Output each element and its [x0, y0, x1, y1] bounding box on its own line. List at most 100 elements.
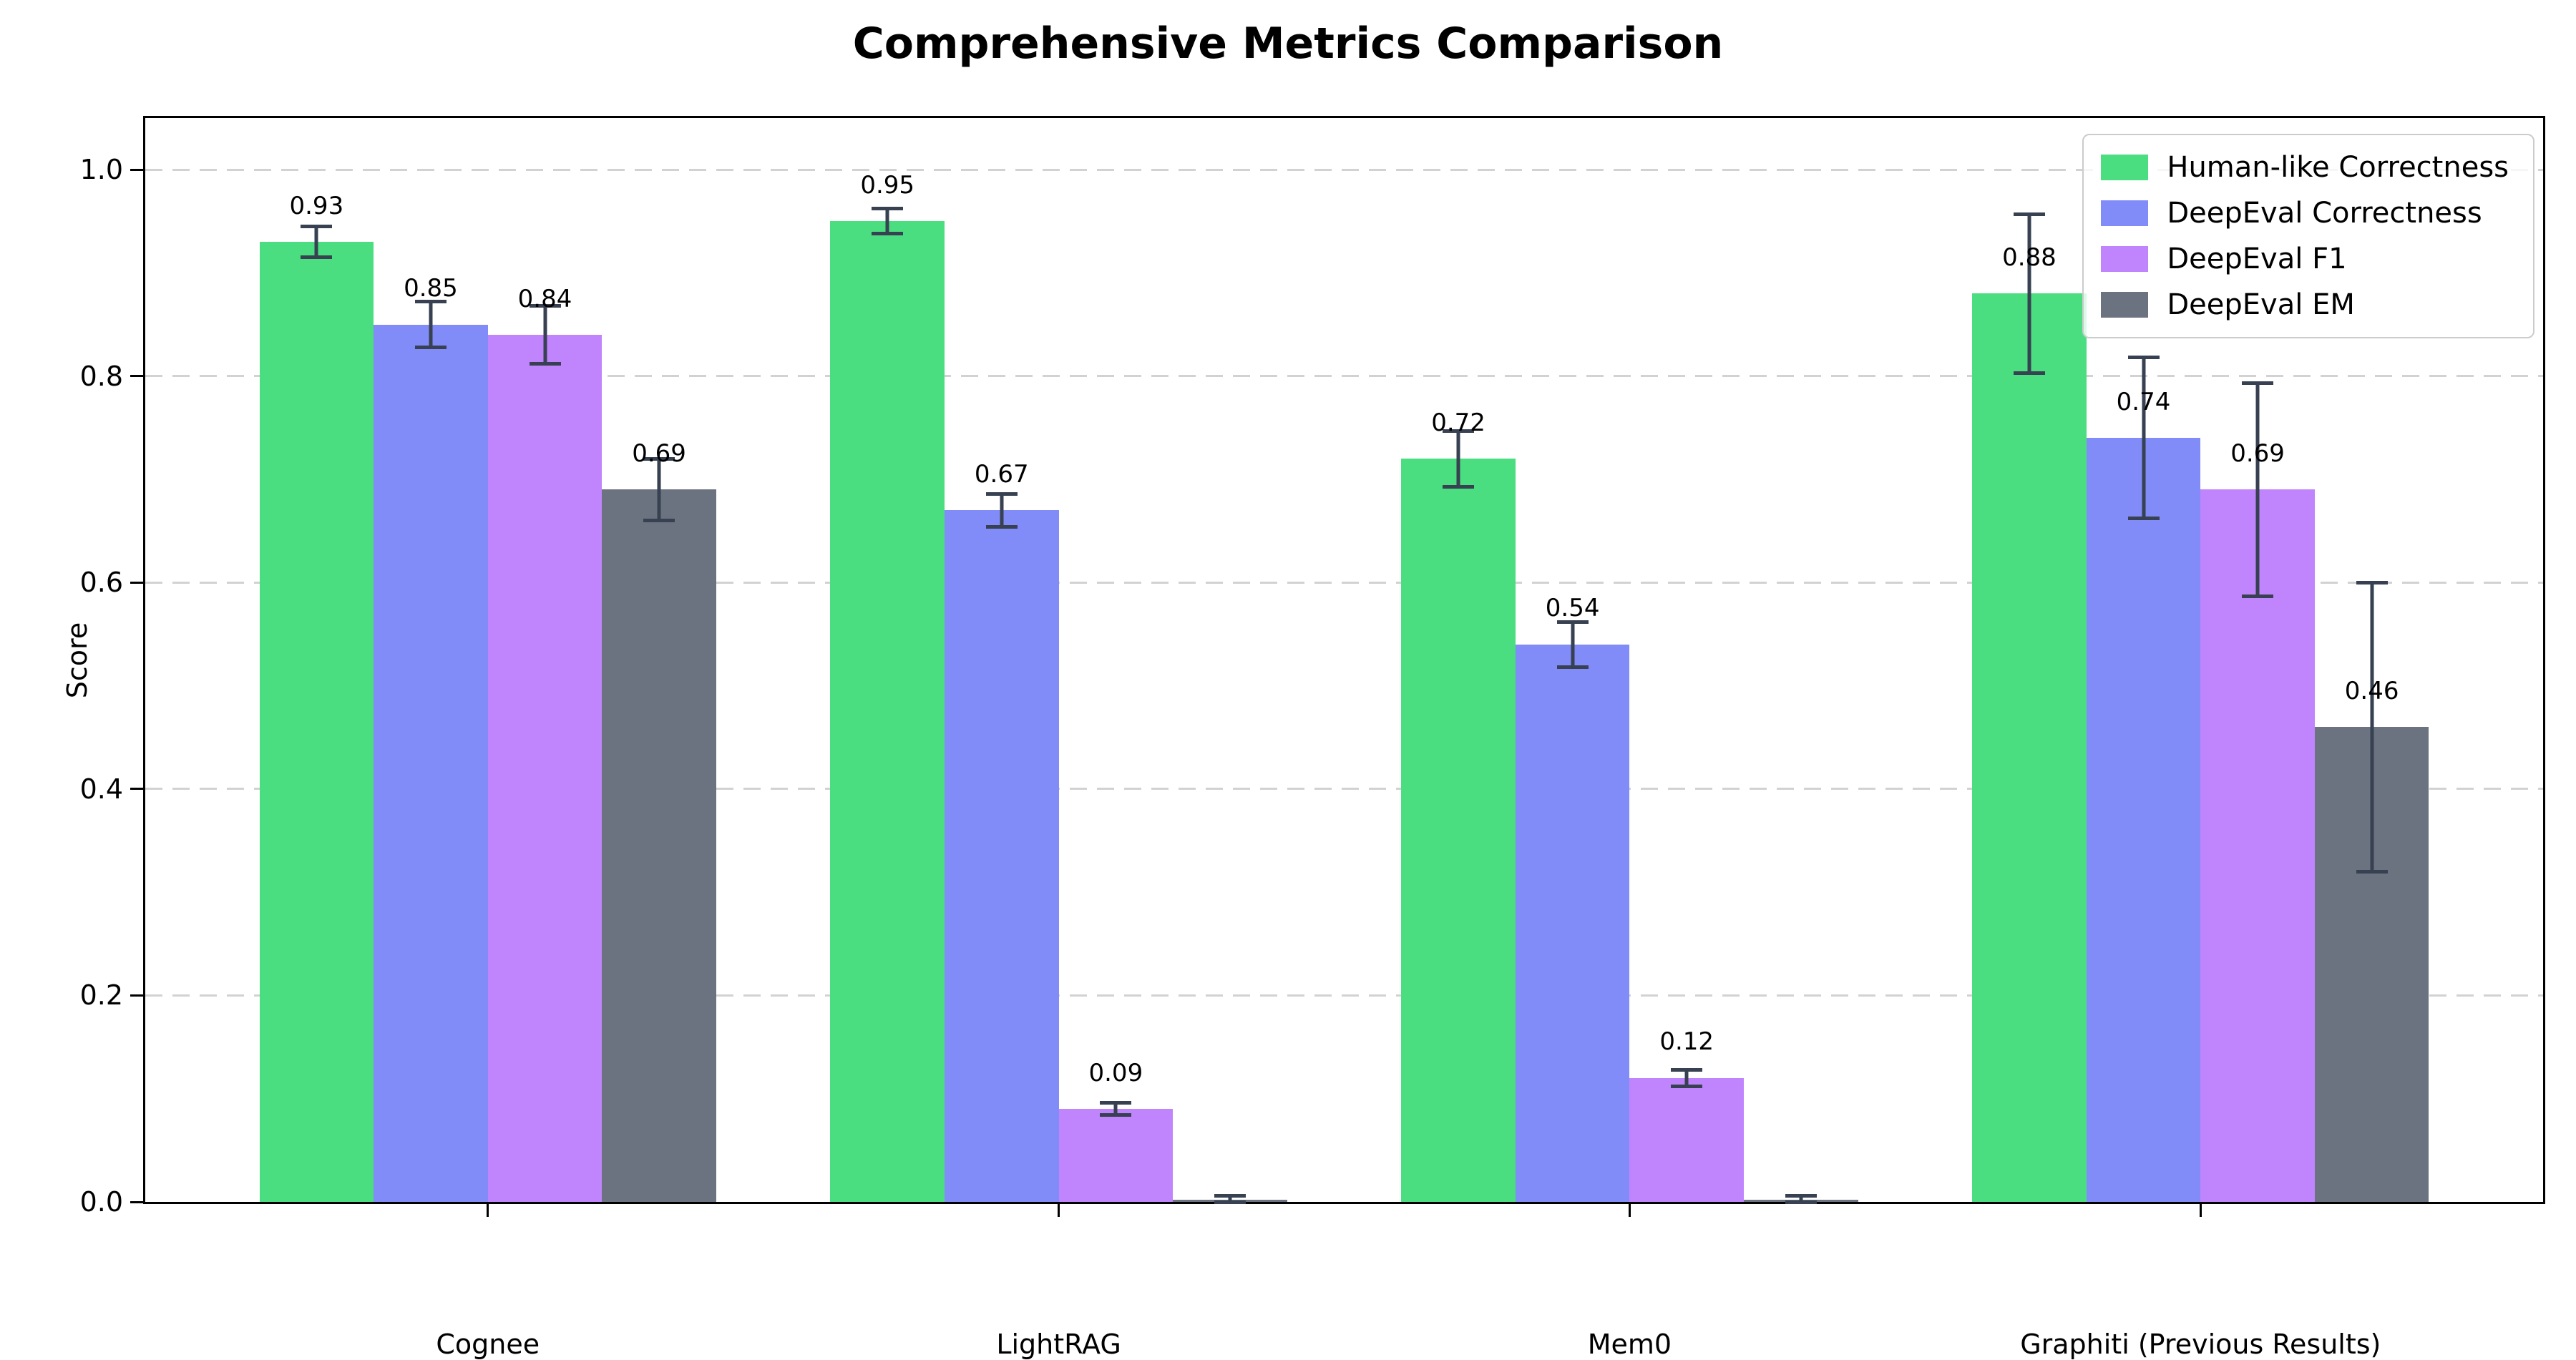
plot-area: Score Human-like Correctness DeepEval Cor…: [62, 116, 2545, 1360]
error-bar-cap: [529, 304, 561, 308]
error-bar-cap: [301, 225, 333, 228]
bar: [1515, 644, 1630, 1202]
y-tick-label: 0.6: [79, 567, 123, 599]
error-bar-cap: [301, 255, 333, 260]
bar-value-label: 0.85: [404, 274, 458, 303]
error-bar-cap: [2127, 356, 2160, 360]
y-tick-label: 1.0: [79, 154, 123, 186]
error-bar-cap: [1671, 1067, 1703, 1072]
error-bar-cap: [1100, 1101, 1132, 1105]
error-bar-cap: [529, 361, 561, 366]
bar-value-label: 0.67: [974, 459, 1029, 489]
error-bar: [2027, 214, 2031, 373]
y-tick-mark: [130, 788, 143, 791]
error-bar-cap: [985, 491, 1018, 496]
gridline: [145, 581, 2543, 584]
bar: [2086, 438, 2201, 1202]
error-bar-cap: [2356, 580, 2388, 584]
gridline: [145, 168, 2543, 171]
bar-value-label: 0.95: [860, 170, 915, 200]
error-bar-cap: [643, 456, 675, 461]
bar: [2200, 489, 2315, 1202]
bar-value-label: 0.72: [1431, 408, 1485, 437]
x-tick-mark: [487, 1204, 489, 1217]
y-tick-label: 0.4: [79, 773, 123, 805]
legend-swatch: [2101, 200, 2149, 226]
error-bar-cap: [2013, 371, 2045, 375]
error-bar-cap: [2013, 212, 2045, 216]
error-bar-cap: [1443, 429, 1475, 433]
y-tick-label: 0.0: [79, 1186, 123, 1218]
bar-value-label: 0.93: [289, 191, 344, 220]
legend-swatch: [2101, 155, 2149, 180]
bar: [1401, 459, 1516, 1202]
error-bar: [429, 301, 433, 348]
y-tick-mark: [130, 994, 143, 997]
error-bar: [1228, 1195, 1232, 1202]
bar-value-label: 0.12: [1659, 1027, 1714, 1057]
x-tick-label: Cognee: [436, 1329, 540, 1360]
error-bar-cap: [1214, 1193, 1246, 1198]
error-bar-cap: [1785, 1200, 1817, 1204]
error-bar: [543, 305, 547, 364]
bar: [374, 324, 488, 1202]
x-tick-label: Mem0: [1587, 1329, 1672, 1360]
bar: [945, 510, 1059, 1202]
bar-value-label: 0.69: [2230, 439, 2285, 468]
y-tick-mark: [130, 1200, 143, 1203]
legend-item: DeepEval Correctness: [2101, 197, 2509, 230]
x-tick-mark: [1058, 1204, 1060, 1217]
x-tick-mark: [2199, 1204, 2202, 1217]
error-bar: [1113, 1102, 1118, 1115]
bar-value-label: 0.09: [1088, 1058, 1143, 1087]
error-bar: [2370, 582, 2374, 872]
error-bar-cap: [1556, 665, 1589, 670]
legend-label: DeepEval EM: [2167, 288, 2355, 321]
x-tick-label: Graphiti (Previous Results): [2020, 1329, 2381, 1360]
error-bar-cap: [2242, 381, 2274, 386]
bar-value-label: 0.84: [517, 284, 572, 313]
error-bar: [1799, 1195, 1803, 1202]
y-tick-label: 0.8: [79, 360, 123, 392]
legend-label: DeepEval Correctness: [2167, 197, 2482, 230]
error-bar: [1571, 622, 1575, 667]
bar: [1972, 293, 2087, 1202]
legend-label: DeepEval F1: [2167, 243, 2347, 275]
error-bar: [314, 226, 318, 258]
y-tick-mark: [130, 168, 143, 171]
legend-item: DeepEval F1: [2101, 243, 2509, 275]
legend-label: Human-like Correctness: [2167, 151, 2509, 184]
error-bar-cap: [2356, 869, 2388, 874]
bar: [487, 335, 602, 1202]
error-bar-cap: [872, 207, 904, 211]
bar-value-label: 0.54: [1545, 594, 1600, 623]
y-tick-label: 0.2: [79, 979, 123, 1012]
error-bar-cap: [643, 519, 675, 523]
error-bar: [1456, 431, 1460, 487]
bar: [602, 489, 716, 1202]
y-axis-title: Score: [62, 622, 94, 698]
legend-item: DeepEval EM: [2101, 288, 2509, 321]
error-bar-cap: [1556, 620, 1589, 624]
error-bar-cap: [414, 345, 447, 349]
bar: [1629, 1077, 1744, 1202]
y-tick-mark: [130, 581, 143, 584]
error-bar-cap: [414, 300, 447, 304]
gridline: [145, 788, 2543, 791]
error-bar-cap: [872, 232, 904, 236]
chart-title: Comprehensive Metrics Comparison: [852, 19, 1724, 69]
error-bar: [1684, 1070, 1689, 1087]
error-bar-cap: [1785, 1193, 1817, 1198]
x-tick-label: LightRAG: [996, 1329, 1121, 1360]
bar-value-label: 0.74: [2116, 387, 2171, 416]
error-bar-cap: [1443, 484, 1475, 489]
error-bar: [2142, 357, 2145, 519]
legend-swatch: [2101, 292, 2149, 318]
error-bar-cap: [1100, 1113, 1132, 1117]
figure: Comprehensive Metrics Comparison Score H…: [62, 19, 2545, 1360]
error-bar: [885, 208, 889, 234]
bar-value-label: 0.46: [2344, 676, 2399, 705]
legend-item: Human-like Correctness: [2101, 151, 2509, 184]
error-bar-cap: [1671, 1084, 1703, 1088]
error-bar-cap: [2127, 517, 2160, 521]
